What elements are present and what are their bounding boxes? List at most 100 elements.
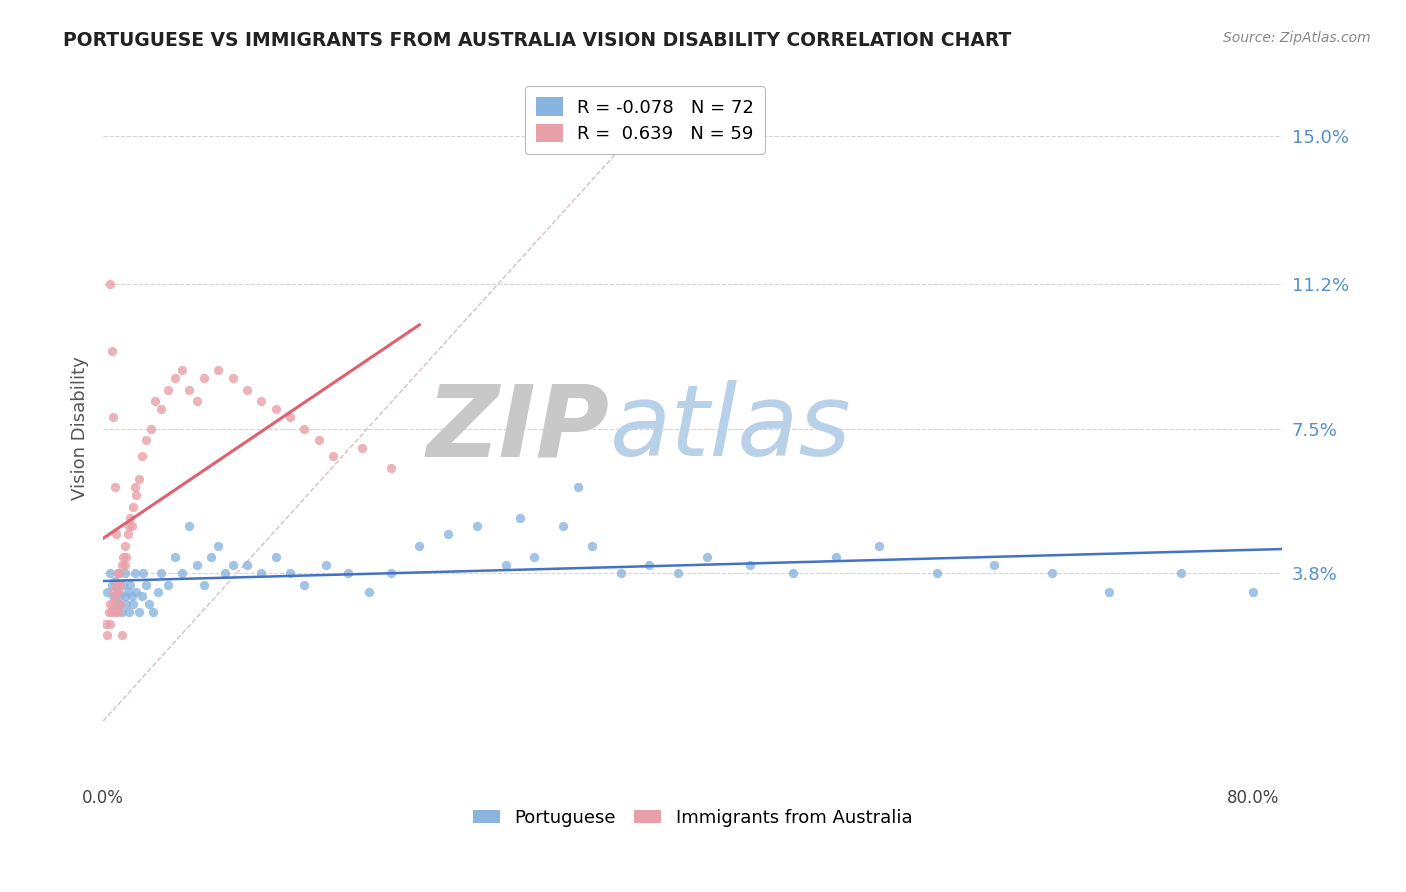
Point — [105, 597, 128, 611]
Point — [609, 566, 631, 580]
Point — [186, 394, 208, 409]
Point — [193, 577, 215, 591]
Point — [110, 597, 132, 611]
Point — [114, 558, 136, 572]
Point — [380, 566, 402, 580]
Point — [107, 566, 129, 580]
Point — [143, 394, 166, 409]
Point — [107, 585, 129, 599]
Point — [139, 421, 162, 435]
Point — [359, 585, 381, 599]
Point — [131, 589, 153, 603]
Point — [138, 597, 160, 611]
Point — [163, 371, 186, 385]
Point — [214, 566, 236, 580]
Point — [107, 566, 129, 580]
Point — [315, 558, 337, 572]
Point — [221, 371, 243, 385]
Point — [132, 566, 155, 580]
Point — [738, 558, 761, 572]
Point — [103, 409, 125, 424]
Text: Source: ZipAtlas.com: Source: ZipAtlas.com — [1223, 31, 1371, 45]
Point — [495, 558, 517, 572]
Point — [250, 566, 273, 580]
Point — [104, 480, 127, 494]
Point — [105, 577, 128, 591]
Point — [96, 585, 118, 599]
Point — [179, 519, 201, 533]
Point — [128, 472, 150, 486]
Point — [172, 566, 194, 580]
Point — [117, 526, 139, 541]
Point — [186, 558, 208, 572]
Point — [114, 589, 136, 603]
Point — [156, 383, 179, 397]
Point — [122, 500, 145, 514]
Point — [1098, 585, 1121, 599]
Point — [115, 550, 138, 565]
Point — [553, 519, 575, 533]
Point — [111, 628, 134, 642]
Point — [1241, 585, 1264, 599]
Point — [200, 550, 222, 565]
Point — [104, 589, 127, 603]
Point — [125, 488, 148, 502]
Point — [1040, 566, 1063, 580]
Text: PORTUGUESE VS IMMIGRANTS FROM AUSTRALIA VISION DISABILITY CORRELATION CHART: PORTUGUESE VS IMMIGRANTS FROM AUSTRALIA … — [63, 31, 1012, 50]
Point — [696, 550, 718, 565]
Point — [131, 449, 153, 463]
Point — [250, 394, 273, 409]
Point — [107, 585, 129, 599]
Point — [278, 409, 301, 424]
Point — [108, 577, 131, 591]
Point — [236, 558, 259, 572]
Point — [983, 558, 1005, 572]
Point — [146, 585, 169, 599]
Text: ZIP: ZIP — [427, 380, 610, 477]
Point — [117, 585, 139, 599]
Point — [98, 566, 121, 580]
Point — [128, 605, 150, 619]
Point — [118, 605, 141, 619]
Point — [308, 434, 330, 448]
Point — [104, 605, 127, 619]
Point — [437, 526, 460, 541]
Y-axis label: Vision Disability: Vision Disability — [72, 357, 89, 500]
Point — [124, 566, 146, 580]
Point — [567, 480, 589, 494]
Point — [103, 597, 125, 611]
Point — [149, 402, 172, 417]
Point — [638, 558, 661, 572]
Point — [110, 589, 132, 603]
Point — [114, 539, 136, 553]
Point — [135, 577, 157, 591]
Point — [408, 539, 430, 553]
Point — [825, 550, 848, 565]
Point — [111, 605, 134, 619]
Point — [110, 577, 132, 591]
Point — [292, 577, 315, 591]
Point — [868, 539, 890, 553]
Point — [380, 460, 402, 475]
Point — [581, 539, 603, 553]
Point — [149, 566, 172, 580]
Point — [135, 434, 157, 448]
Point — [142, 605, 165, 619]
Point — [103, 585, 125, 599]
Point — [264, 402, 287, 417]
Point — [100, 343, 122, 358]
Point — [98, 277, 121, 292]
Point — [322, 449, 344, 463]
Point — [179, 383, 201, 397]
Point — [523, 550, 546, 565]
Point — [465, 519, 488, 533]
Point — [163, 550, 186, 565]
Point — [124, 480, 146, 494]
Point — [125, 585, 148, 599]
Point — [666, 566, 689, 580]
Point — [509, 511, 531, 525]
Point — [336, 566, 359, 580]
Point — [120, 511, 142, 525]
Point — [172, 363, 194, 377]
Point — [278, 566, 301, 580]
